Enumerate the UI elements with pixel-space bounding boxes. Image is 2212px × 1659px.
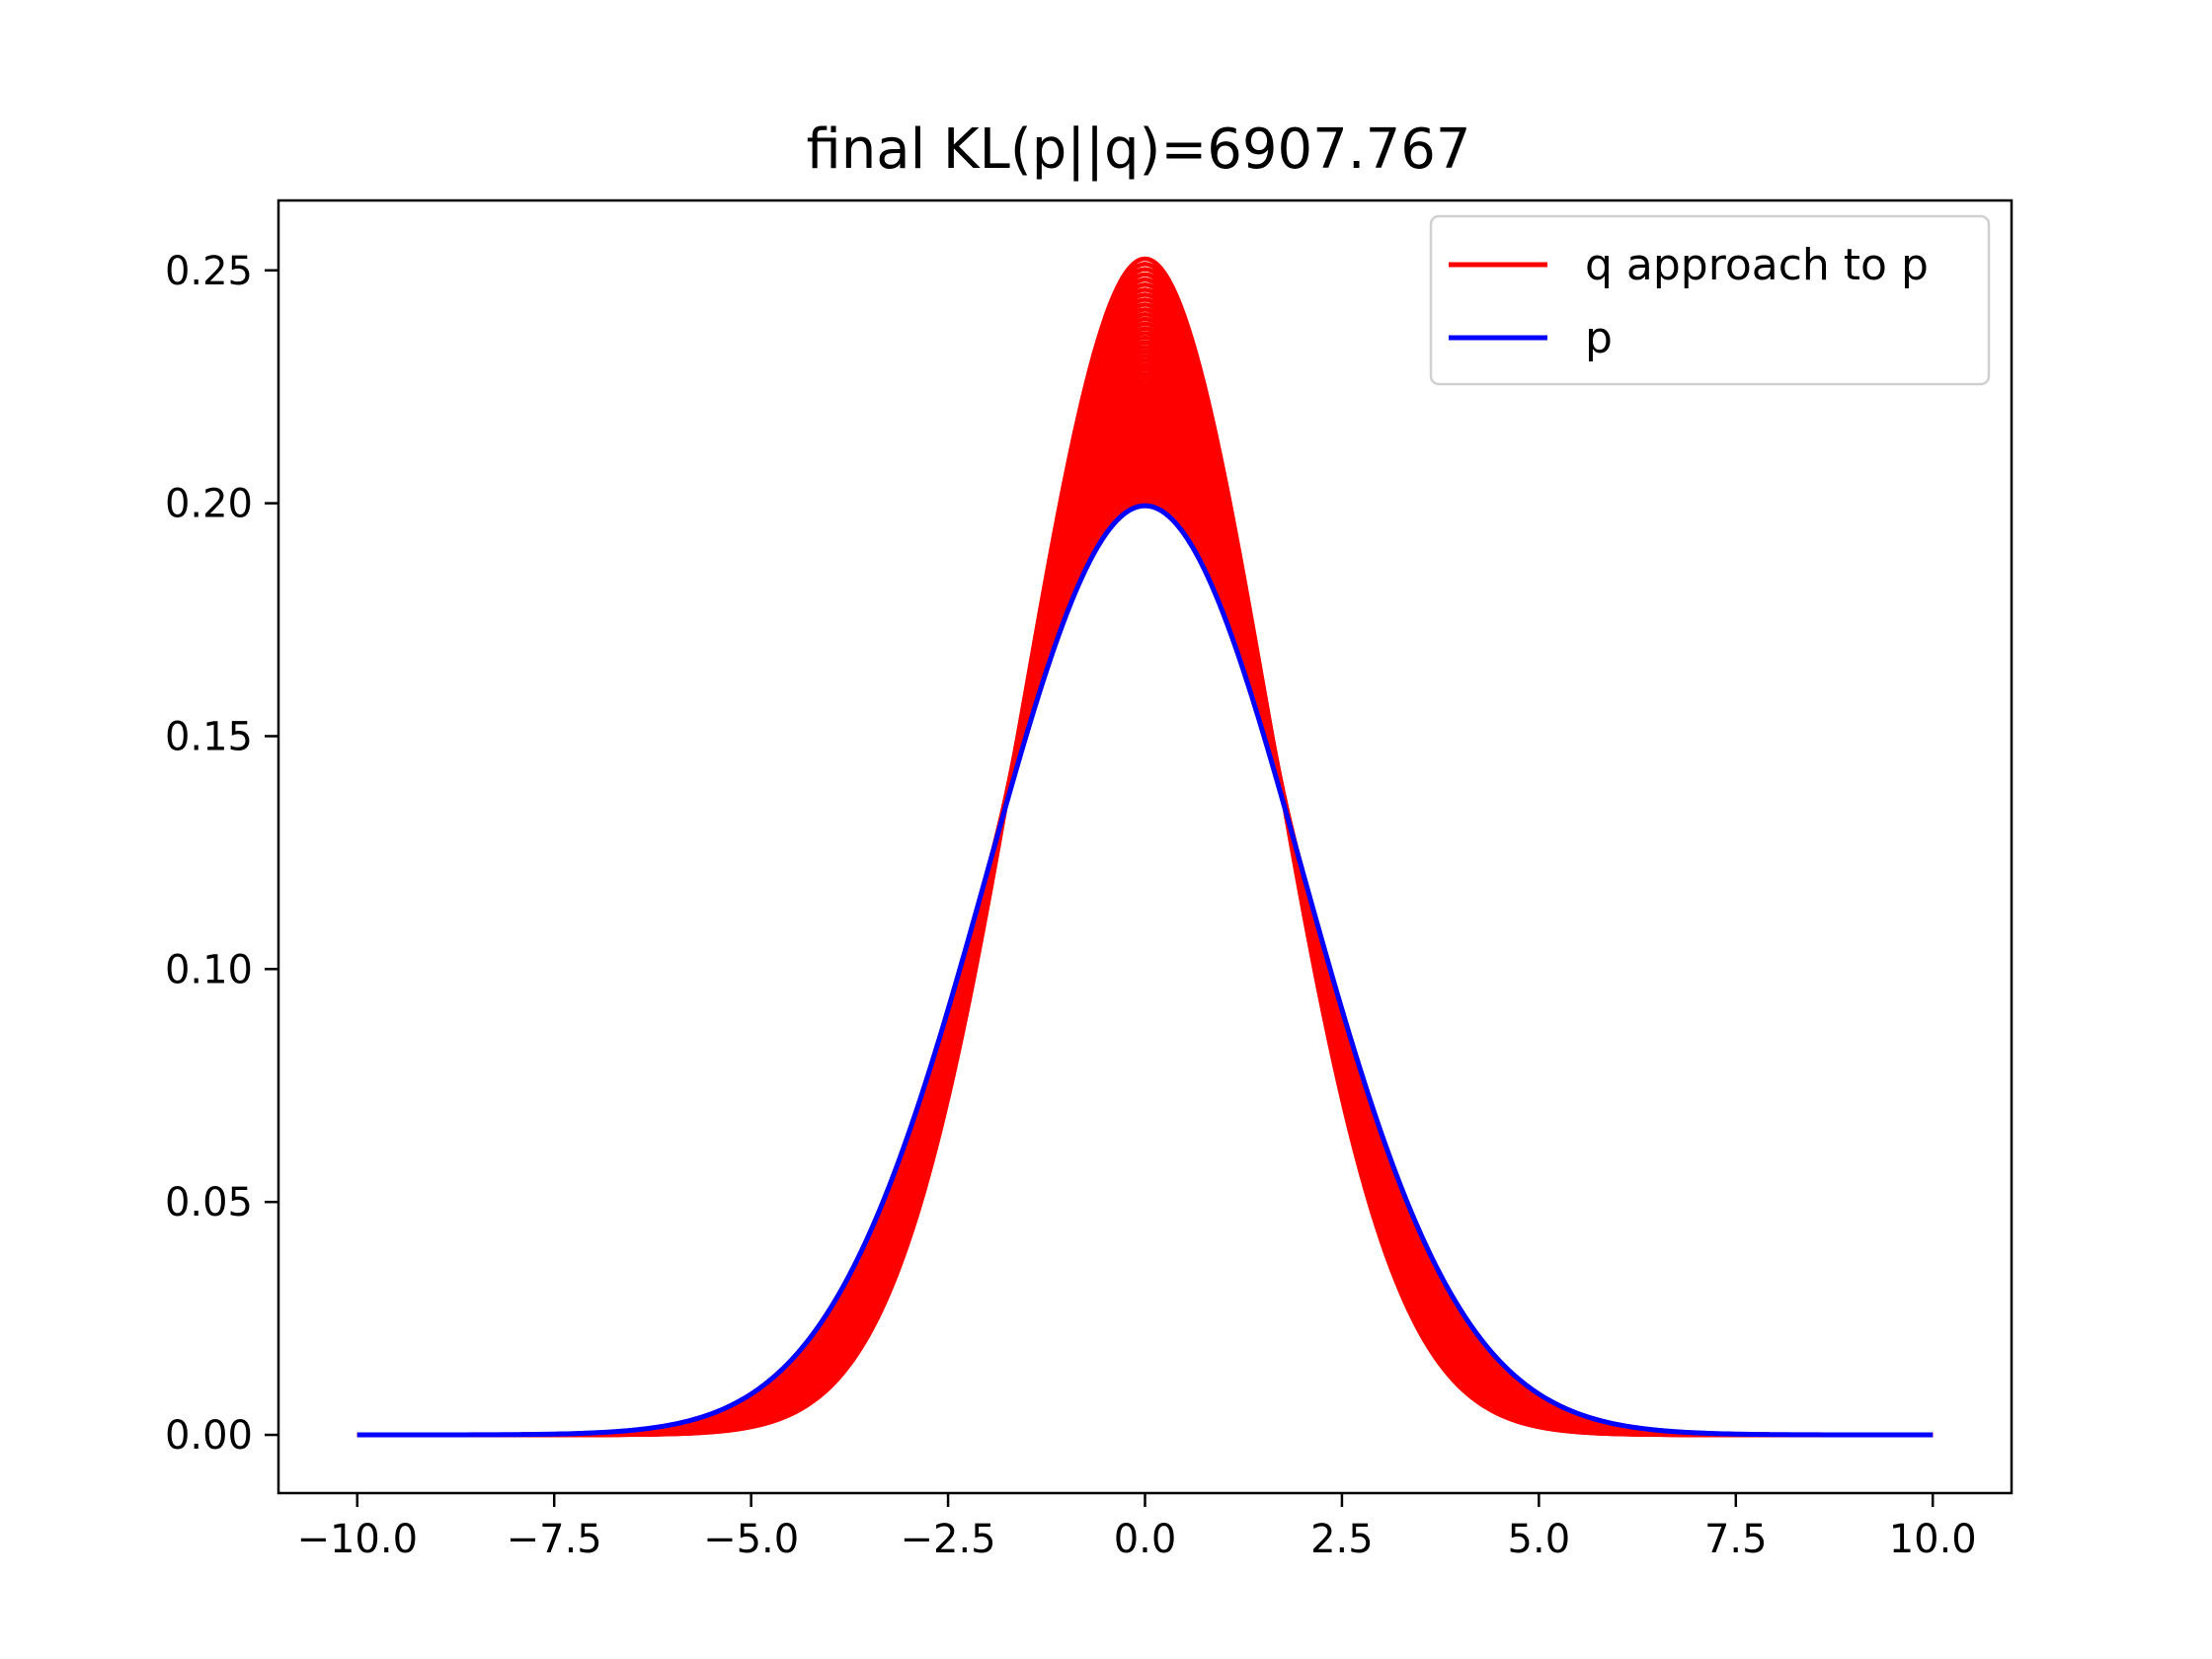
q-curve — [356, 357, 1934, 1438]
legend-label-q: q approach to p — [1585, 240, 1929, 290]
y-axis: 0.00 0.05 0.10 0.15 0.20 0.25 — [165, 249, 278, 1459]
q-curve — [356, 428, 1934, 1438]
x-tick-label: −7.5 — [507, 1517, 602, 1562]
q-curve — [356, 500, 1934, 1438]
y-tick-label: 0.10 — [165, 947, 253, 992]
q-curve — [356, 490, 1934, 1438]
y-tick-label: 0.20 — [165, 482, 253, 527]
q-curve — [356, 354, 1934, 1438]
q-curve — [356, 424, 1934, 1438]
q-curve — [356, 443, 1934, 1438]
q-curve — [356, 392, 1934, 1438]
q-curve — [356, 486, 1934, 1438]
q-curve — [356, 503, 1934, 1438]
q-curve — [356, 450, 1934, 1438]
q-curve — [356, 497, 1934, 1438]
q-curve — [356, 383, 1934, 1438]
q-curve — [356, 469, 1934, 1438]
q-curve — [356, 362, 1934, 1438]
q-curve — [356, 345, 1934, 1438]
chart-title: final KL(p||q)=6907.767 — [806, 118, 1470, 182]
q-curve — [356, 465, 1934, 1438]
q-curve — [356, 396, 1934, 1438]
q-curve — [356, 454, 1934, 1438]
x-tick-label: 10.0 — [1889, 1517, 1977, 1562]
x-tick-label: 5.0 — [1508, 1517, 1571, 1562]
q-curve — [356, 416, 1934, 1438]
x-tick-label: −5.0 — [703, 1517, 799, 1562]
q-curve — [356, 420, 1934, 1438]
q-curve — [356, 432, 1934, 1438]
q-curve — [356, 388, 1934, 1438]
q-curve — [356, 439, 1934, 1438]
y-tick-label: 0.15 — [165, 714, 253, 759]
x-tick-label: −10.0 — [296, 1517, 418, 1562]
q-curve — [356, 404, 1934, 1438]
x-tick-label: 2.5 — [1310, 1517, 1374, 1562]
legend: q approach to p p — [1429, 214, 1991, 386]
y-tick-label: 0.25 — [165, 249, 253, 294]
y-tick-label: 0.05 — [165, 1180, 253, 1225]
x-tick-label: 7.5 — [1704, 1517, 1768, 1562]
x-tick-label: −2.5 — [900, 1517, 995, 1562]
q-curve — [356, 493, 1934, 1438]
q-curve — [356, 375, 1934, 1438]
q-curve — [356, 435, 1934, 1438]
q-curve — [356, 379, 1934, 1438]
q-curve — [356, 349, 1934, 1438]
q-curve — [356, 408, 1934, 1438]
q-curve — [356, 483, 1934, 1438]
q-curve — [356, 447, 1934, 1438]
legend-label-p: p — [1585, 313, 1613, 363]
y-tick-label: 0.00 — [165, 1413, 253, 1459]
q-curve — [356, 366, 1934, 1438]
legend-box — [1429, 214, 1991, 386]
p-curve — [356, 503, 1934, 1438]
q-curve — [356, 370, 1934, 1438]
q-curve — [356, 400, 1934, 1438]
x-axis: −10.0 −7.5 −5.0 −2.5 0.0 2.5 5.0 7.5 10.0 — [296, 1493, 1977, 1562]
plot-curves — [356, 256, 1934, 1438]
q-curve — [356, 458, 1934, 1438]
q-curve — [356, 461, 1934, 1438]
q-curve — [356, 479, 1934, 1438]
q-curve — [356, 476, 1934, 1438]
x-tick-label: 0.0 — [1114, 1517, 1177, 1562]
q-curve — [356, 472, 1934, 1438]
q-curve — [356, 412, 1934, 1438]
